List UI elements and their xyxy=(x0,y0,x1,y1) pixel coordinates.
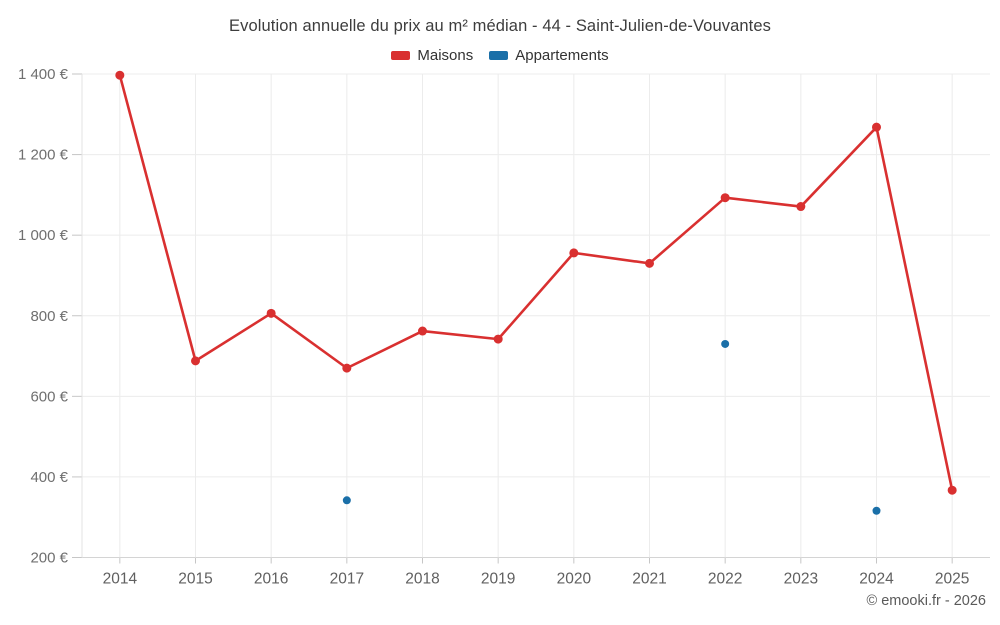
point-appartements-2022 xyxy=(721,339,730,348)
point-maisons-2014 xyxy=(115,70,125,80)
chart-legend: Maisons Appartements xyxy=(0,47,1000,64)
x-tick-label-2020: 2020 xyxy=(557,571,592,588)
legend-item-appartements[interactable]: Appartements xyxy=(489,47,609,64)
point-appartements-2024 xyxy=(872,506,881,515)
point-maisons-2023 xyxy=(796,202,806,212)
x-tick-label-2018: 2018 xyxy=(405,571,439,588)
x-tick-label-2014: 2014 xyxy=(103,571,138,588)
legend-label-maisons: Maisons xyxy=(417,47,474,64)
point-maisons-2016 xyxy=(266,308,276,318)
appartements-series-swatch-icon xyxy=(489,51,509,60)
y-tick-label-600: 600 € xyxy=(30,388,68,405)
point-maisons-2022 xyxy=(720,193,730,203)
y-tick-label-1200: 1 200 € xyxy=(18,147,69,164)
y-tick-label-800: 800 € xyxy=(30,308,68,325)
legend-item-maisons[interactable]: Maisons xyxy=(391,47,473,64)
y-tick-label-400: 400 € xyxy=(30,469,68,486)
x-tick-label-2016: 2016 xyxy=(254,571,288,588)
y-tick-label-1400: 1 400 € xyxy=(18,66,69,83)
x-tick-label-2022: 2022 xyxy=(708,571,742,588)
point-maisons-2018 xyxy=(418,326,427,336)
copyright-attribution: © emooki.fr - 2026 xyxy=(866,593,986,609)
x-tick-label-2024: 2024 xyxy=(859,571,894,588)
x-tick-label-2019: 2019 xyxy=(481,571,515,588)
point-appartements-2017 xyxy=(342,496,351,505)
series-line-maisons xyxy=(118,73,954,492)
point-maisons-2021 xyxy=(645,258,654,268)
x-tick-label-2023: 2023 xyxy=(784,571,818,588)
point-maisons-2019 xyxy=(493,334,503,344)
maisons-series-swatch-icon xyxy=(391,51,411,60)
x-tick-label-2021: 2021 xyxy=(632,571,666,588)
point-maisons-2024 xyxy=(872,122,881,132)
point-maisons-2020 xyxy=(569,248,579,258)
point-maisons-2015 xyxy=(191,356,200,366)
y-tick-label-1000: 1 000 € xyxy=(18,227,69,244)
x-tick-label-2015: 2015 xyxy=(178,571,212,588)
x-tick-label-2017: 2017 xyxy=(330,571,364,588)
point-maisons-2025 xyxy=(947,485,957,495)
point-maisons-2017 xyxy=(342,363,352,373)
y-tick-label-200: 200 € xyxy=(30,550,68,567)
legend-label-appartements: Appartements xyxy=(515,47,609,64)
chart-title: Evolution annuelle du prix au m² médian … xyxy=(229,17,771,35)
x-tick-label-2025: 2025 xyxy=(935,571,969,588)
